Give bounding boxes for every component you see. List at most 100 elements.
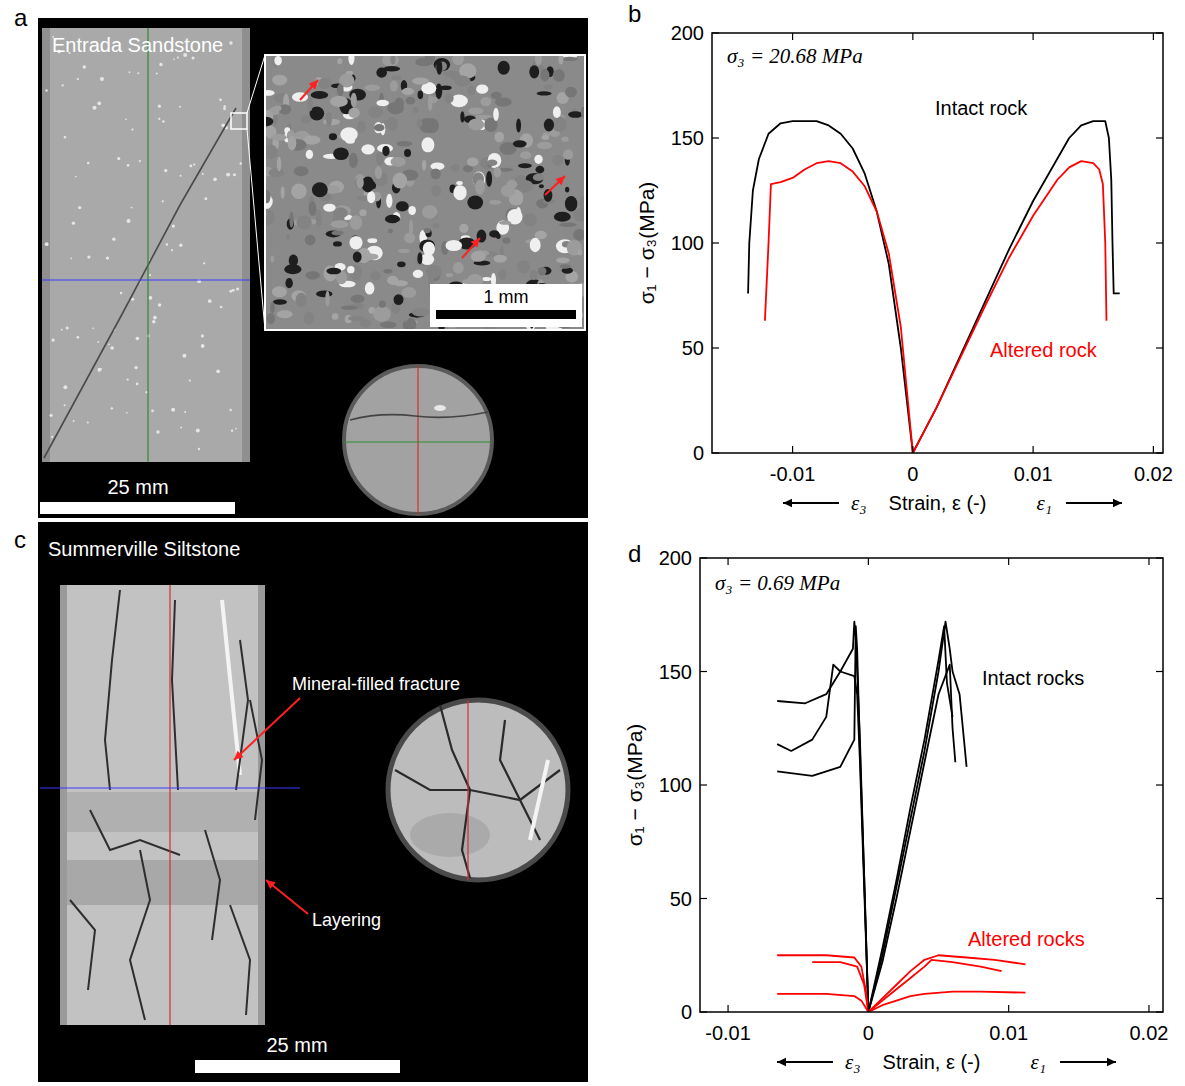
inset-grain — [513, 140, 527, 147]
arrow-shaft — [545, 176, 565, 195]
inset-grain — [326, 268, 341, 275]
inset-grain — [467, 158, 479, 167]
inset-grain — [311, 91, 329, 99]
grain-speck — [117, 157, 120, 160]
inset-grain — [520, 151, 531, 159]
inset-grain — [281, 186, 285, 199]
arrow — [1066, 499, 1122, 508]
grain-speck — [63, 385, 67, 389]
inset-grain — [340, 127, 357, 142]
inset-grain — [285, 278, 292, 288]
axis-title: Strain, ε (-) — [889, 492, 987, 514]
slice-line — [40, 787, 300, 788]
grain-speck — [151, 409, 154, 412]
grain-speck — [126, 412, 128, 414]
inset-grain — [491, 92, 502, 99]
grain-speck — [202, 173, 204, 175]
inset-grain — [573, 229, 585, 241]
inset-grain — [337, 84, 344, 97]
inset-grain — [529, 65, 539, 78]
tick-label: 0 — [693, 442, 704, 464]
tick-mark — [700, 784, 707, 785]
inset-grain — [289, 212, 293, 228]
tick-mark — [712, 452, 719, 453]
inset-grain — [265, 211, 275, 224]
inset-grain — [395, 98, 404, 110]
tick-mark — [1153, 446, 1154, 453]
tick-label: 0.01 — [1014, 463, 1053, 485]
inset-grain — [404, 233, 415, 244]
inset-grain — [518, 163, 532, 168]
stress-strain-curve — [777, 992, 1025, 1012]
grain-speck — [93, 106, 97, 110]
inset-grain — [544, 85, 553, 90]
scale-label: 25 mm — [266, 1034, 327, 1056]
inset-grain — [368, 106, 383, 118]
inset-grain — [502, 237, 510, 243]
core-cross-section — [388, 700, 568, 880]
inset-grain — [357, 120, 365, 132]
grain-speck — [184, 411, 186, 413]
grain-speck — [208, 299, 212, 303]
inset-grain — [379, 301, 386, 308]
inset-grain — [433, 223, 440, 228]
tick-mark — [727, 1005, 728, 1012]
panel-letter: d — [628, 540, 641, 567]
inset-grain — [535, 231, 547, 240]
inset-frame — [265, 55, 585, 330]
inset-grain — [394, 294, 404, 305]
grain-speck — [172, 224, 175, 227]
inset-grain — [349, 153, 358, 168]
tick-mark — [792, 33, 793, 40]
arrow-head — [1113, 499, 1122, 508]
inset-grain — [544, 119, 554, 132]
inset-grain — [426, 118, 439, 133]
annotation: Intact rock — [935, 97, 1028, 119]
inset-grain — [333, 147, 349, 160]
fracture — [500, 720, 520, 800]
inset-grain — [412, 77, 429, 84]
inset-grain — [306, 150, 313, 159]
inset-grain — [390, 55, 395, 64]
grain-speck — [136, 383, 139, 386]
inset-grain — [353, 252, 362, 263]
inset-grain — [516, 119, 521, 133]
tick-mark — [1156, 347, 1163, 348]
inset-grain — [426, 265, 442, 279]
grain-speck — [87, 421, 89, 423]
grain-speck — [189, 165, 192, 168]
tick-mark — [1008, 1005, 1009, 1012]
inset-grain — [265, 145, 278, 160]
inset-grain — [390, 80, 398, 92]
inset-grain — [270, 302, 275, 314]
inset-grain — [431, 168, 441, 179]
inset-grain — [517, 180, 533, 193]
inset-grain — [349, 236, 362, 250]
grain-speck — [162, 200, 164, 202]
fracture — [70, 900, 95, 990]
inset-ground — [265, 55, 585, 330]
image-background — [38, 18, 588, 518]
inset-grain — [577, 249, 582, 255]
grain-speck — [226, 173, 230, 177]
inset-grain — [277, 310, 293, 318]
grain-speck — [51, 436, 53, 438]
inset-grain — [382, 55, 398, 67]
inset-grain — [421, 137, 434, 152]
tick-mark — [700, 898, 707, 899]
tick-mark — [792, 446, 793, 453]
inset-grain — [364, 85, 380, 91]
grain-speck — [131, 207, 133, 209]
inset-grain — [402, 88, 415, 95]
inset-grain — [373, 306, 391, 322]
grain-speck — [97, 368, 101, 372]
tick-label: 200 — [659, 547, 692, 569]
inset-grain — [422, 205, 438, 219]
inset-grain — [554, 212, 571, 222]
grain-speck — [235, 428, 237, 430]
axis-title: σ₁ − σ₃(MPa) — [623, 724, 646, 847]
tick-label: 0 — [907, 463, 918, 485]
grain-speck — [70, 258, 72, 260]
grain-speck — [75, 176, 77, 178]
inset-grain — [537, 142, 552, 149]
